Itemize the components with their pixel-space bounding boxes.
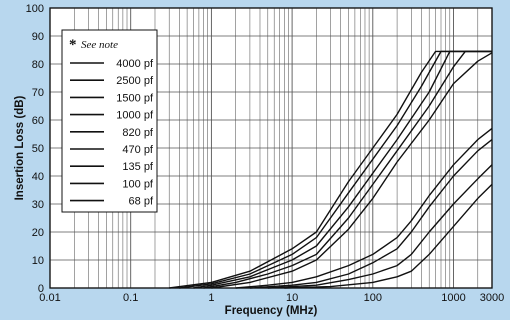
- legend-label: 68 pf: [129, 196, 154, 208]
- y-tick-label: 0: [38, 283, 44, 295]
- x-axis-label: Frequency (MHz): [225, 305, 318, 317]
- x-tick-label: 100: [364, 292, 382, 304]
- legend-box: [61, 29, 158, 213]
- x-tick-label: 10: [286, 292, 298, 304]
- y-tick-label: 90: [32, 31, 44, 43]
- y-tick-label: 100: [26, 3, 44, 15]
- legend-items: 4000 pf 2500 pf 1500 pf 1000 pf 820 pf 470 pf…: [70, 58, 154, 208]
- top-title-fragment: [30, 0, 470, 4]
- x-tick-label: 0.01: [39, 292, 60, 304]
- x-tick-labels: 0.01 0.1 1 10 100 1000 3000: [39, 292, 504, 304]
- y-tick-labels: 0 10 20 30 40 50 60 70 80 90 100: [26, 3, 44, 295]
- legend-label: 1500 pf: [116, 92, 154, 104]
- x-tick-label: 1: [208, 292, 214, 304]
- series-line: [203, 50, 492, 289]
- legend: * See note 4000 pf 2500 pf 1500 pf 1000 pf 8…: [61, 29, 158, 213]
- series-line: [193, 50, 492, 289]
- legend-label: 820 pf: [122, 127, 154, 139]
- series-layer: [169, 50, 493, 289]
- y-tick-label: 40: [32, 171, 44, 183]
- series-line: [211, 52, 493, 289]
- series-line: [179, 50, 492, 289]
- series-line: [267, 164, 493, 289]
- legend-label: 100 pf: [122, 178, 154, 190]
- legend-label: 135 pf: [122, 161, 154, 173]
- plot-frame: [49, 7, 493, 289]
- x-tick-label: 3000: [480, 292, 504, 304]
- legend-label: 4000 pf: [116, 58, 154, 70]
- y-tick-label: 80: [32, 59, 44, 71]
- series-line: [235, 127, 493, 289]
- series-line: [249, 139, 493, 289]
- legend-label: 470 pf: [122, 144, 154, 156]
- x-tick-label: 0.1: [123, 292, 138, 304]
- series-line: [284, 183, 493, 289]
- y-tick-label: 10: [32, 255, 44, 267]
- y-tick-label: 30: [32, 199, 44, 211]
- y-tick-label: 70: [32, 87, 44, 99]
- x-tick-label: 1000: [441, 292, 465, 304]
- legend-label: 2500 pf: [116, 75, 154, 87]
- y-axis-label: Insertion Loss (dB): [14, 95, 26, 200]
- y-tick-label: 60: [32, 115, 44, 127]
- legend-label: 1000 pf: [116, 110, 154, 122]
- series-line: [169, 50, 492, 289]
- y-tick-label: 20: [32, 227, 44, 239]
- legend-title: See note: [81, 39, 118, 51]
- legend-title-marker: *: [69, 37, 77, 53]
- y-tick-label: 50: [32, 143, 44, 155]
